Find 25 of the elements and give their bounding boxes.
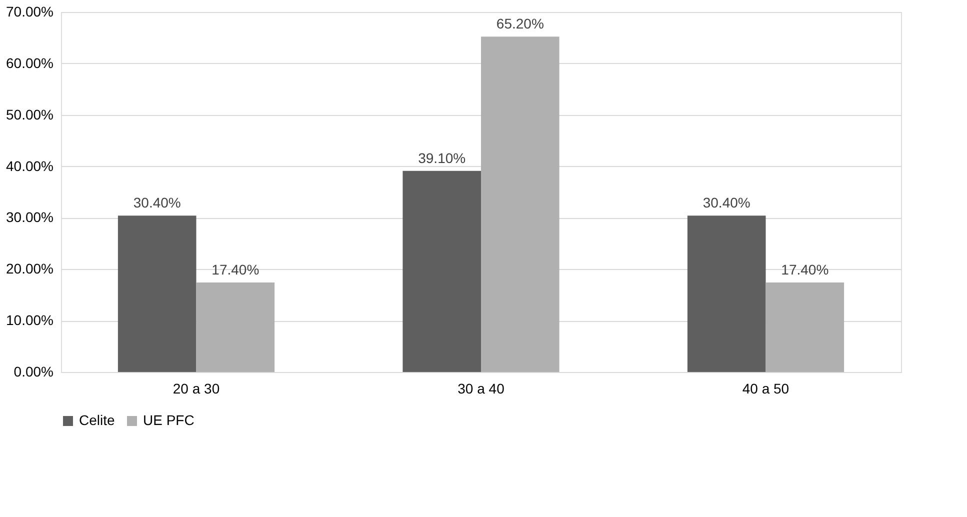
- data-label: 39.10%: [418, 150, 466, 166]
- bar: [196, 282, 275, 372]
- data-label: 30.40%: [702, 194, 750, 211]
- bar: [402, 170, 481, 372]
- data-label: 65.20%: [496, 16, 544, 32]
- bar: [687, 216, 766, 372]
- x-tick-label: 40 a 50: [742, 380, 790, 396]
- y-tick-label: 50.00%: [6, 106, 54, 122]
- y-tick-label: 20.00%: [6, 260, 54, 277]
- y-tick-label: 40.00%: [6, 158, 54, 174]
- y-tick-label: 0.00%: [14, 364, 54, 380]
- bar: [766, 282, 844, 372]
- y-tick-label: 10.00%: [6, 312, 54, 328]
- bar: [481, 36, 560, 372]
- bar: [118, 216, 196, 372]
- legend-label: UE PFC: [143, 412, 194, 428]
- y-tick-label: 60.00%: [6, 54, 54, 71]
- data-label: 30.40%: [133, 194, 181, 211]
- y-tick-label: 30.00%: [6, 209, 54, 226]
- x-tick-label: 30 a 40: [458, 380, 505, 396]
- y-tick-label: 70.00%: [6, 4, 54, 20]
- data-label: 17.40%: [781, 262, 829, 278]
- legend-label: Celite: [79, 412, 116, 428]
- x-tick-label: 20 a 30: [172, 380, 220, 396]
- data-label: 17.40%: [212, 262, 260, 278]
